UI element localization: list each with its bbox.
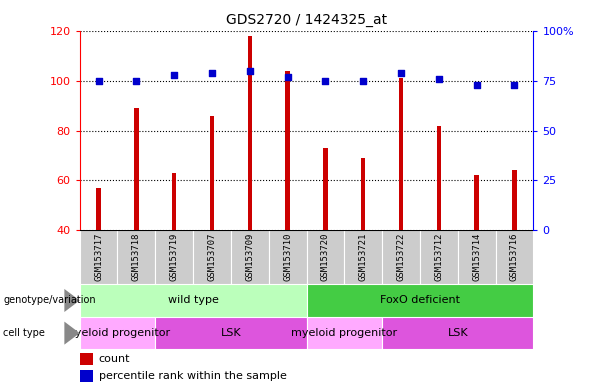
Text: GSM153717: GSM153717: [94, 233, 103, 281]
Text: GSM153714: GSM153714: [472, 233, 481, 281]
Bar: [172, 173, 177, 230]
Bar: [118, 230, 155, 284]
Bar: [210, 116, 215, 230]
Bar: [285, 71, 290, 230]
Text: GSM153716: GSM153716: [510, 233, 519, 281]
Point: [169, 71, 179, 78]
Bar: [155, 317, 306, 349]
Bar: [474, 175, 479, 230]
Bar: [134, 108, 139, 230]
Polygon shape: [64, 289, 80, 312]
Text: FoxO deficient: FoxO deficient: [380, 295, 460, 306]
Bar: [231, 230, 268, 284]
Bar: [382, 230, 420, 284]
Bar: [306, 317, 382, 349]
Bar: [512, 170, 517, 230]
Bar: [268, 230, 306, 284]
Text: genotype/variation: genotype/variation: [3, 295, 96, 306]
Bar: [382, 317, 533, 349]
Bar: [458, 230, 495, 284]
Point: [321, 78, 330, 84]
Point: [358, 78, 368, 84]
Text: GSM153707: GSM153707: [207, 233, 216, 281]
Bar: [361, 158, 365, 230]
Bar: [80, 317, 155, 349]
Bar: [420, 230, 458, 284]
Point: [207, 70, 217, 76]
Text: GSM153721: GSM153721: [359, 233, 368, 281]
Text: GSM153720: GSM153720: [321, 233, 330, 281]
Point: [94, 78, 104, 84]
Bar: [248, 36, 252, 230]
Bar: [306, 230, 345, 284]
Title: GDS2720 / 1424325_at: GDS2720 / 1424325_at: [226, 13, 387, 27]
Point: [283, 74, 292, 80]
Text: count: count: [99, 354, 130, 364]
Text: myeloid progenitor: myeloid progenitor: [64, 328, 170, 338]
Text: myeloid progenitor: myeloid progenitor: [291, 328, 397, 338]
Text: GSM153709: GSM153709: [245, 233, 254, 281]
Text: wild type: wild type: [168, 295, 218, 306]
Point: [509, 81, 519, 88]
Bar: [436, 126, 441, 230]
Text: GSM153719: GSM153719: [170, 233, 179, 281]
Bar: [193, 230, 231, 284]
Point: [131, 78, 141, 84]
Text: LSK: LSK: [447, 328, 468, 338]
Text: GSM153710: GSM153710: [283, 233, 292, 281]
Point: [245, 68, 255, 74]
Bar: [306, 284, 533, 317]
Text: GSM153722: GSM153722: [397, 233, 406, 281]
Text: GSM153718: GSM153718: [132, 233, 141, 281]
Point: [434, 76, 444, 82]
Bar: [495, 230, 533, 284]
Polygon shape: [64, 322, 80, 345]
Text: GSM153712: GSM153712: [434, 233, 443, 281]
Bar: [323, 148, 328, 230]
Bar: [398, 78, 403, 230]
Bar: [80, 370, 93, 382]
Bar: [80, 230, 118, 284]
Bar: [80, 353, 93, 365]
Point: [472, 81, 482, 88]
Point: [396, 70, 406, 76]
Bar: [96, 188, 101, 230]
Text: cell type: cell type: [3, 328, 45, 338]
Text: percentile rank within the sample: percentile rank within the sample: [99, 371, 287, 381]
Bar: [80, 284, 306, 317]
Bar: [345, 230, 382, 284]
Bar: [155, 230, 193, 284]
Text: LSK: LSK: [221, 328, 241, 338]
